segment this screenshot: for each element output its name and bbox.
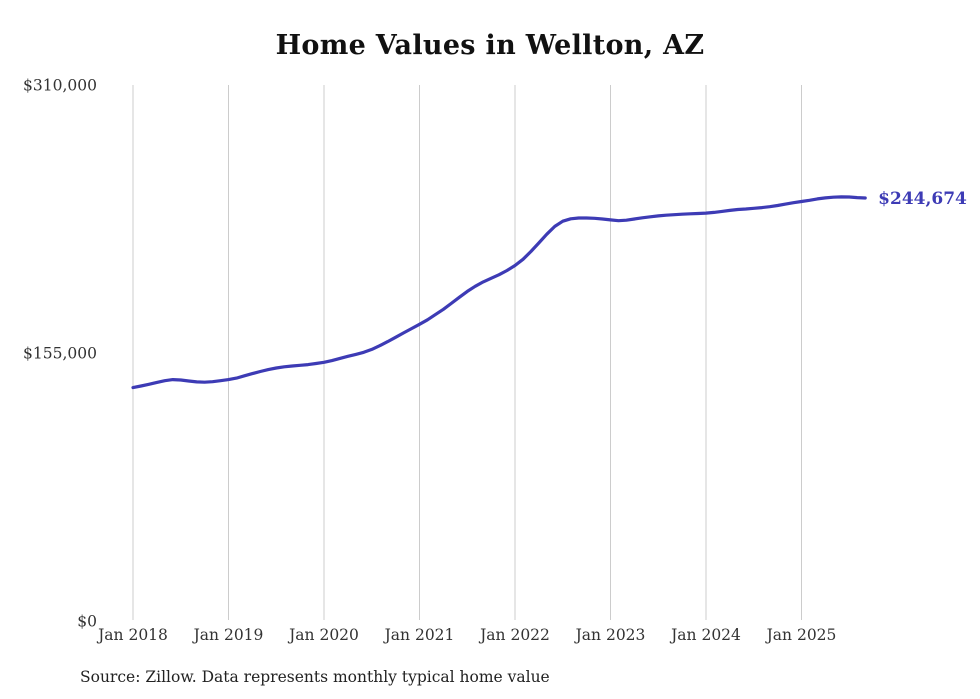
x-tick-label: Jan 2022 — [478, 626, 550, 644]
x-tick-label: Jan 2020 — [287, 626, 359, 644]
home-value-line — [131, 195, 867, 390]
x-tick-label: Jan 2023 — [574, 626, 646, 644]
x-tick-label: Jan 2019 — [192, 626, 264, 644]
x-tick-label: Jan 2025 — [765, 626, 837, 644]
y-tick-label: $155,000 — [23, 345, 97, 363]
y-tick-label: $310,000 — [23, 77, 97, 95]
chart-title: Home Values in Wellton, AZ — [275, 30, 705, 61]
y-tick-label: $0 — [77, 613, 97, 631]
x-tick-label: Jan 2021 — [383, 626, 455, 644]
x-tick-label: Jan 2018 — [96, 626, 168, 644]
source-note: Source: Zillow. Data represents monthly … — [80, 668, 550, 686]
x-tick-label: Jan 2024 — [669, 626, 741, 644]
current-value-label: $244,674 — [878, 189, 967, 209]
